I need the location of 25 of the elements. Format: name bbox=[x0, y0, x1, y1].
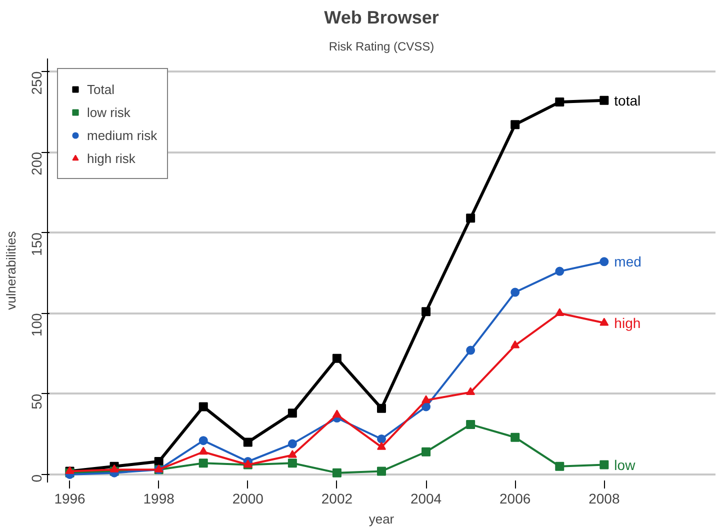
x-tick-label: 2006 bbox=[500, 490, 531, 506]
legend-label: high risk bbox=[87, 150, 136, 166]
x-tick-label: 1998 bbox=[143, 490, 175, 506]
annotation: med bbox=[614, 254, 642, 270]
x-tick-label: 2008 bbox=[588, 490, 620, 506]
x-axis-title: year bbox=[368, 512, 395, 526]
y-tick-label: 0 bbox=[28, 474, 44, 482]
x-tick-label: 2002 bbox=[321, 490, 353, 506]
y-tick-label: 200 bbox=[28, 152, 44, 176]
y-tick-label: 100 bbox=[28, 313, 44, 337]
x-tick-label: 1996 bbox=[54, 490, 86, 506]
legend-label: Total bbox=[87, 82, 114, 96]
annotation: low bbox=[614, 456, 636, 473]
y-tick-label: 150 bbox=[28, 232, 44, 256]
chart-title: Web Browser bbox=[324, 8, 439, 28]
y-tick-label: 250 bbox=[28, 71, 44, 95]
y-tick-label: 50 bbox=[28, 394, 44, 410]
annotation: total bbox=[614, 92, 641, 108]
x-tick-label: 2000 bbox=[232, 490, 264, 506]
annotation: high bbox=[614, 314, 641, 331]
x-tick-label: 2004 bbox=[410, 490, 442, 506]
chart-subtitle: Risk Rating (CVSS) bbox=[328, 40, 434, 54]
legend-label: medium risk bbox=[87, 128, 158, 142]
y-axis-title: vulnerabilities bbox=[4, 230, 18, 310]
legend-label: low risk bbox=[87, 104, 130, 120]
